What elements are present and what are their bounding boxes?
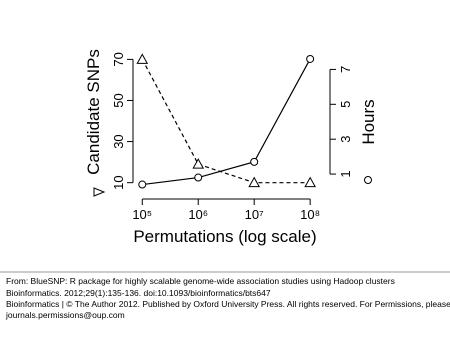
y-axis-label: Candidate SNPs bbox=[84, 49, 103, 175]
point bbox=[306, 54, 315, 63]
y-tick-label: 10 bbox=[111, 175, 126, 189]
x-axis-label: Permutations (log scale) bbox=[133, 227, 316, 246]
y2-tick-label: 1 bbox=[338, 170, 353, 177]
point bbox=[248, 176, 261, 188]
y2-tick-group: 7 bbox=[338, 66, 353, 73]
y2-axis-label: Hours bbox=[359, 99, 378, 144]
caption-line: Bioinformatics | © The Author 2012. Publ… bbox=[6, 299, 450, 309]
caption-line: From: BlueSNP: R package for highly scal… bbox=[6, 276, 395, 286]
y-axis-symbol bbox=[93, 187, 106, 197]
point bbox=[250, 157, 259, 166]
y-tick-label: 30 bbox=[111, 134, 126, 148]
x-tick-label: 10⁷ bbox=[245, 207, 264, 222]
point bbox=[304, 176, 317, 188]
y2-tick-group: 1 bbox=[338, 170, 353, 177]
point bbox=[194, 173, 203, 182]
y2-tick-label: 7 bbox=[338, 66, 353, 73]
y-tick-group: 10 bbox=[111, 175, 126, 189]
point bbox=[192, 158, 205, 169]
y2-axis-symbol bbox=[364, 176, 372, 184]
y2-tick-label: 3 bbox=[338, 136, 353, 143]
caption-line: Bioinformatics. 2012;29(1):135-136. doi:… bbox=[6, 288, 271, 298]
y2-tick-group: 3 bbox=[338, 136, 353, 143]
x-tick-label: 10⁶ bbox=[188, 207, 208, 222]
y-tick-group: 50 bbox=[111, 93, 126, 107]
point bbox=[136, 53, 149, 64]
series-line bbox=[142, 58, 311, 186]
y2-tick-group: 5 bbox=[338, 101, 353, 108]
x-tick-label: 10⁵ bbox=[132, 207, 152, 222]
y2-tick-label: 5 bbox=[338, 101, 353, 108]
y-tick-label: 50 bbox=[111, 93, 126, 107]
y-tick-group: 30 bbox=[111, 134, 126, 148]
point bbox=[138, 180, 147, 189]
x-tick-label: 10⁸ bbox=[300, 207, 320, 222]
caption-line: journals.permissions@oup.com bbox=[5, 310, 125, 320]
y-tick-group: 70 bbox=[111, 52, 126, 66]
series-line bbox=[141, 59, 311, 184]
y-tick-label: 70 bbox=[111, 52, 126, 66]
